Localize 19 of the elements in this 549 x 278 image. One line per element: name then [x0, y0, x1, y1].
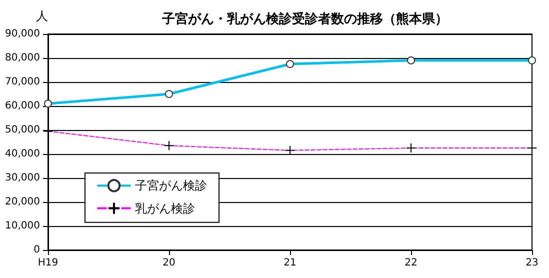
x-tick-label: 22 — [404, 258, 418, 268]
legend-label: 子宮がん検診 — [135, 178, 207, 193]
y-tick-label: 40,000 — [5, 148, 40, 160]
y-tick-label: 10,000 — [5, 220, 40, 232]
x-tick-label: 23 — [526, 258, 538, 268]
y-tick-label: 90,000 — [5, 28, 40, 40]
x-tick-label: H19 — [38, 258, 58, 268]
chart-title: 子宮がん・乳がん検診受診者数の推移（熊本県） — [161, 11, 448, 27]
y-axis-title: 人 — [36, 9, 48, 23]
y-tick-label: 80,000 — [5, 52, 40, 64]
y-tick-label: 70,000 — [5, 76, 40, 88]
x-tick-label: 20 — [162, 258, 176, 268]
y-tick-label: 0 — [34, 244, 40, 256]
x-tick-label: 21 — [284, 258, 296, 268]
y-tick-label: 20,000 — [5, 196, 40, 208]
y-tick-label: 50,000 — [5, 124, 40, 136]
y-tick-label: 60,000 — [5, 100, 40, 112]
y-tick-label: 30,000 — [5, 172, 40, 184]
legend-label: 乳がん検診 — [135, 201, 195, 216]
